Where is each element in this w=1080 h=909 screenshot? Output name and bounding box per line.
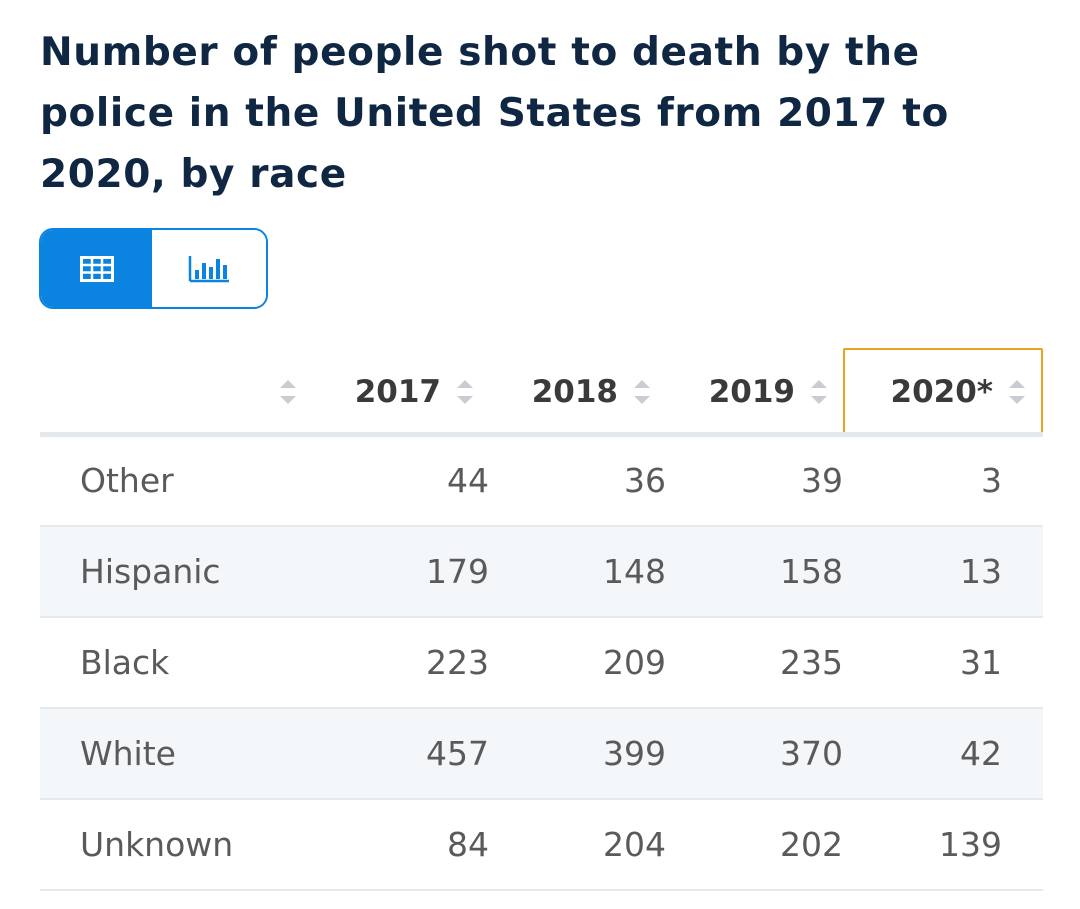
sort-arrows-icon: [278, 376, 298, 408]
row-label: White: [80, 734, 176, 773]
header-label: 2019: [708, 374, 795, 410]
table-header: 2017 2018 2019 2020*: [40, 348, 1043, 437]
sort-arrows-icon: [809, 376, 829, 408]
header-2020[interactable]: 2020*: [843, 348, 1043, 436]
table-cell: 42: [960, 734, 1002, 773]
table-cell: 457: [426, 734, 489, 773]
table-cell: 3: [981, 461, 1002, 500]
header-2019[interactable]: 2019: [666, 348, 843, 436]
row-label: Hispanic: [80, 552, 221, 591]
table-cell: 209: [603, 643, 666, 682]
table-row: Hispanic 179 148 158 13: [40, 527, 1043, 618]
table-cell: 39: [801, 461, 843, 500]
sort-arrows-icon: [1007, 376, 1027, 408]
table-cell: 36: [624, 461, 666, 500]
table-view-button[interactable]: [41, 230, 152, 307]
table-row: Unknown 84 204 202 139: [40, 800, 1043, 891]
table-cell: 148: [603, 552, 666, 591]
header-label: 2017: [354, 374, 441, 410]
table-cell: 223: [426, 643, 489, 682]
table-row: Other 44 36 39 3: [40, 436, 1043, 527]
table-body: Other 44 36 39 3 Hispanic 179 148 158 13 Black 223 2…: [40, 436, 1043, 891]
table-cell: 179: [426, 552, 489, 591]
row-label: Black: [80, 643, 170, 682]
header-2018[interactable]: 2018: [489, 348, 666, 436]
table-cell: 158: [780, 552, 843, 591]
table-cell: 84: [447, 825, 489, 864]
table-cell: 13: [960, 552, 1002, 591]
row-label: Other: [80, 461, 174, 500]
data-table: 2017 2018 2019 2020*: [40, 348, 1043, 891]
table-grid-icon: [79, 255, 114, 282]
header-label: 2020*: [890, 374, 994, 410]
table-cell: 399: [603, 734, 666, 773]
table-cell: 204: [603, 825, 666, 864]
table-row: White 457 399 370 42: [40, 709, 1043, 800]
view-toggle: [39, 228, 268, 309]
header-label: 2018: [531, 374, 618, 410]
table-cell: 370: [780, 734, 843, 773]
table-row: Black 223 209 235 31: [40, 618, 1043, 709]
header-2017[interactable]: 2017: [312, 348, 489, 436]
header-divider: [40, 432, 1043, 437]
table-cell: 31: [960, 643, 1002, 682]
table-cell: 235: [780, 643, 843, 682]
row-label: Unknown: [80, 825, 234, 864]
bar-chart-icon: [188, 255, 229, 282]
table-cell: 202: [780, 825, 843, 864]
chart-title: Number of people shot to death by the po…: [40, 30, 949, 197]
chart-view-button[interactable]: [152, 230, 266, 307]
table-cell: 139: [939, 825, 1002, 864]
header-label-column[interactable]: [40, 348, 312, 436]
sort-arrows-icon: [632, 376, 652, 408]
table-cell: 44: [447, 461, 489, 500]
sort-arrows-icon: [455, 376, 475, 408]
